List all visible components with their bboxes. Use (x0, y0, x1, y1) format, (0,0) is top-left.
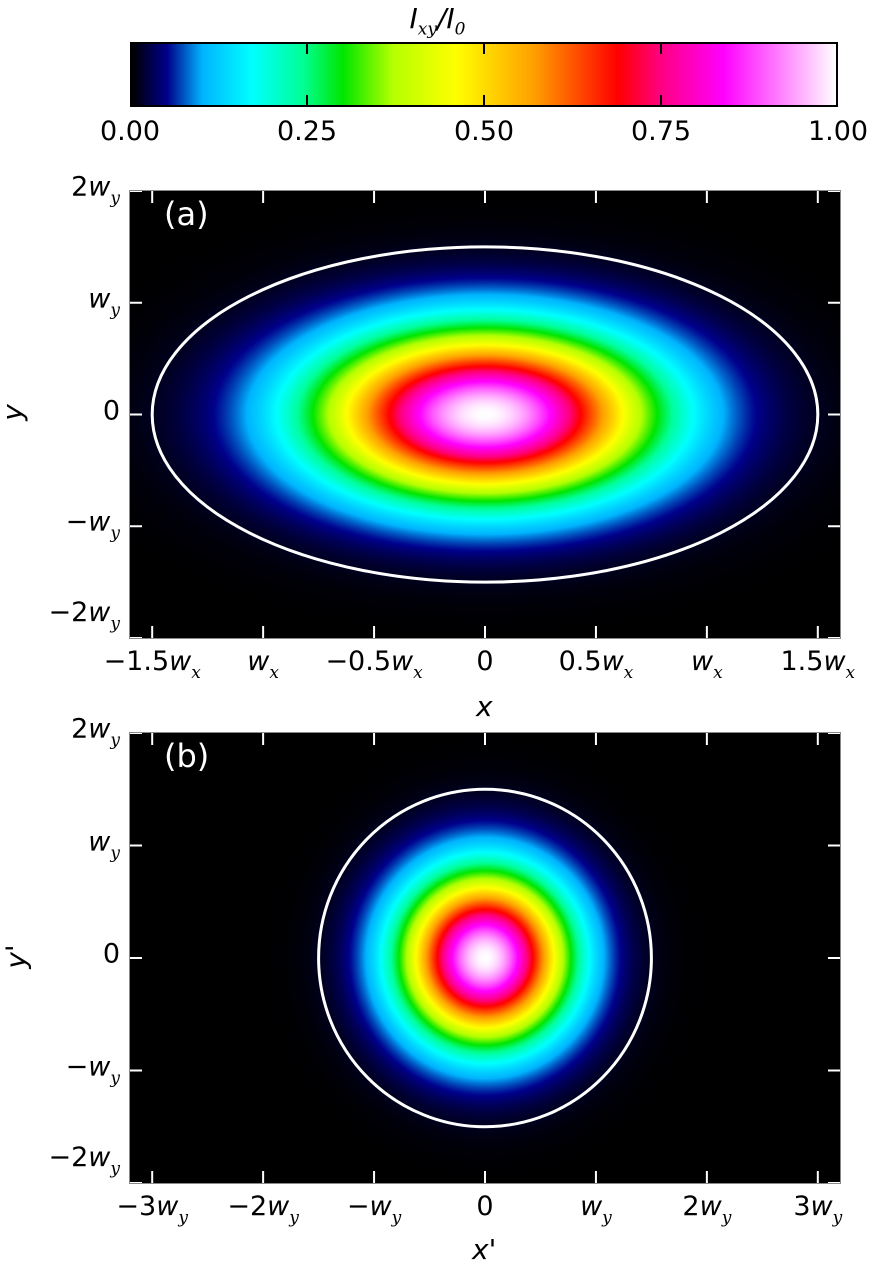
panel-b-plot: (b) (129, 732, 841, 1184)
x-tick-label: −0.5wx (325, 646, 423, 683)
x-tick-label: wy (580, 1191, 612, 1228)
panel-b-ylabel: y' (0, 944, 33, 969)
panel-a-xlabel: x (476, 690, 493, 723)
x-tick-label: 1.5wx (780, 646, 856, 683)
x-tick-label: −2wy (227, 1191, 299, 1228)
x-tick-label: 0 (476, 1191, 494, 1222)
y-tick-label: 2wy (71, 171, 120, 209)
x-tick-label: 2wy (682, 1191, 732, 1228)
y-tick-label: 0 (102, 395, 120, 426)
contour-circle (317, 787, 653, 1129)
colorbar-tick-mark (306, 44, 308, 54)
x-tick-label: 0.5wx (558, 646, 634, 683)
x-tick-label: wx (247, 646, 279, 683)
colorbar-title-main: I (409, 2, 418, 35)
x-tick-label: 0 (476, 646, 494, 677)
colorbar-tick-mark (660, 44, 662, 54)
y-tick-label: −2wy (48, 597, 120, 634)
colorbar-title-sub2: 0 (454, 19, 466, 40)
colorbar-tick-label: 1.00 (807, 116, 869, 147)
panel-a-ylabel: y (0, 404, 29, 421)
colorbar (130, 42, 838, 107)
contour-ellipse (150, 245, 820, 584)
colorbar-tick-label: 0.00 (99, 116, 161, 147)
panel-a-label: (a) (164, 195, 209, 233)
y-tick-label: −wy (65, 1051, 120, 1088)
colorbar-tick-mark (306, 95, 308, 105)
colorbar-tick-label: 0.25 (276, 116, 338, 147)
panel-b-xlabel: x' (472, 1233, 497, 1266)
colorbar-tick-label: 0.50 (453, 116, 515, 147)
colorbar-title-sub: xy (417, 19, 437, 40)
panel-b-overlay (130, 733, 840, 1183)
panel-b-heatmap (130, 733, 840, 1183)
x-tick-label: −1.5wx (103, 646, 201, 683)
panel-a-overlay (130, 191, 840, 638)
x-tick-label: wx (691, 646, 723, 683)
y-tick-label: −2wy (48, 1142, 120, 1179)
y-tick-label: wy (88, 283, 120, 321)
colorbar-tick-mark (483, 95, 485, 105)
x-tick-label: 3wy (793, 1191, 843, 1228)
y-tick-label: −wy (65, 506, 120, 544)
x-tick-label: −wy (346, 1191, 402, 1228)
x-tick-label: −3wy (116, 1191, 188, 1228)
colorbar-tick-mark (483, 44, 485, 54)
panel-a-heatmap (130, 191, 840, 638)
colorbar-tick-mark (660, 95, 662, 105)
panel-a-plot: (a) (129, 190, 841, 639)
colorbar-title-sep: /I (436, 2, 455, 35)
y-tick-label: wy (88, 826, 120, 863)
panel-b-label: (b) (164, 737, 210, 775)
colorbar-title: Ixy/I0 (0, 2, 875, 40)
y-tick-label: 2wy (71, 713, 120, 751)
colorbar-tick-label: 0.75 (630, 116, 692, 147)
y-tick-label: 0 (102, 938, 120, 970)
